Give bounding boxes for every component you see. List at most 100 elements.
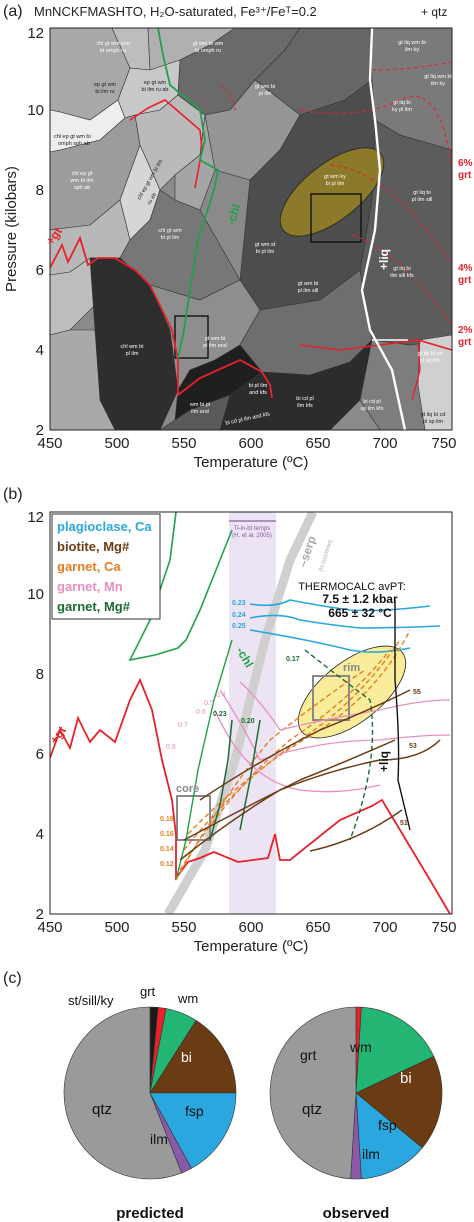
field-label: bi pl ilm bbox=[161, 235, 180, 241]
rim-label: rim bbox=[343, 662, 360, 674]
pie-predicted bbox=[63, 1006, 237, 1180]
liq-label-b: +liq bbox=[377, 751, 391, 772]
field-label: gt wm bi bbox=[205, 336, 225, 342]
bi-mg-contour bbox=[179, 739, 441, 861]
gt-mn-contour bbox=[219, 689, 451, 761]
x-tick-label: 750 bbox=[431, 919, 456, 936]
bimg-label: 55 bbox=[413, 689, 421, 696]
field-label: gt liq bi bbox=[393, 100, 410, 106]
gt-line-right-2 bbox=[411, 339, 421, 401]
grt-percent-label: grt bbox=[458, 170, 472, 181]
right-grt-labels: 6% grt 4% grt 2% grt bbox=[458, 158, 473, 348]
field-label: bi omph ru bbox=[100, 48, 126, 54]
field-label: gt wm bi bbox=[298, 281, 318, 287]
gt-mn-contour bbox=[239, 681, 451, 731]
y-tick-label: 2 bbox=[36, 906, 44, 923]
y-tick-label: 2 bbox=[36, 422, 44, 439]
rim-box-b bbox=[312, 675, 350, 721]
pie-slice-fsp bbox=[355, 1092, 423, 1180]
y-tick-label: 6 bbox=[36, 262, 44, 279]
gt-mg-contour bbox=[209, 719, 233, 841]
x-axis-label-a: Temperature (ºC) bbox=[194, 454, 309, 471]
field-label: bi pl ilm bbox=[326, 181, 345, 187]
field-label: pl ilm sill bbox=[298, 288, 319, 294]
bi-mg-contour bbox=[309, 809, 403, 852]
pie-label-bi: bi bbox=[181, 1049, 192, 1065]
plag-label: 0.23 bbox=[232, 600, 246, 607]
panel-b-letter: (b) bbox=[3, 486, 23, 503]
field-label: bi omph ru bbox=[195, 48, 221, 54]
gtmn-label: 0.8 bbox=[166, 744, 176, 751]
serp-line bbox=[164, 512, 318, 914]
field-label: bi pl ilm bbox=[249, 383, 268, 389]
ti-in-bt-annotation: Ti-in-bt temps (H. et al. 2005) bbox=[229, 520, 276, 539]
pie-slice-wm bbox=[355, 1006, 435, 1094]
y-tick-label: 4 bbox=[36, 342, 44, 359]
pie-observed bbox=[269, 1006, 443, 1180]
field-label: omph sph ab bbox=[58, 141, 90, 147]
chl-curve-lower bbox=[175, 639, 233, 881]
field-label: ep gt wm bbox=[144, 80, 167, 86]
legend: plagioclase, Ca biotite, Mg# garnet, Ca … bbox=[51, 513, 161, 620]
gt-mn-contour bbox=[214, 709, 381, 793]
field-label: bi ilm ru ab bbox=[142, 87, 169, 93]
y-axis-label-a: Pressure (kilobars) bbox=[3, 166, 20, 292]
x-tick-label: 650 bbox=[305, 435, 330, 452]
pie-label-fsp-obs: fsp bbox=[378, 1117, 397, 1133]
bimg-label: 53 bbox=[409, 743, 417, 750]
pie-label-wm: wm bbox=[177, 991, 198, 1006]
grt-contour bbox=[351, 234, 452, 326]
phase-field bbox=[159, 394, 231, 430]
legend-box bbox=[51, 513, 161, 620]
y-tick-label: 12 bbox=[27, 509, 44, 526]
core-label: core bbox=[176, 783, 199, 795]
legend-garnet-ca: garnet, Ca bbox=[57, 559, 121, 574]
field-label: chl wm bi bbox=[121, 344, 144, 350]
field-label: ilm sill kfs bbox=[390, 273, 414, 279]
plot-frame-b bbox=[49, 511, 453, 915]
field-label: chl gt wm bbox=[158, 228, 182, 234]
field-label: wm bi ilm bbox=[70, 178, 94, 184]
grt-contour bbox=[219, 84, 236, 111]
field-label: gt liq bi bbox=[393, 266, 410, 272]
gt-line bbox=[50, 235, 273, 399]
phase-diagram bbox=[50, 28, 452, 430]
gtca-label: 0.14 bbox=[160, 846, 174, 853]
field-label: gt wm st bbox=[255, 242, 276, 248]
y-tick-label: 6 bbox=[36, 746, 44, 763]
pie-slice-bi bbox=[149, 1019, 237, 1094]
x-tick-label: 600 bbox=[238, 919, 263, 936]
pie-label-ilm: ilm bbox=[150, 1131, 168, 1147]
field-label: ilm and bbox=[191, 409, 209, 415]
bi-mg-contour bbox=[199, 689, 411, 801]
liq-line bbox=[360, 28, 407, 430]
bi-mg-contour bbox=[183, 739, 396, 841]
gtmn-label: 0.7 bbox=[178, 722, 188, 729]
pie-slice-qtz bbox=[63, 1006, 183, 1180]
x-tick-label: 650 bbox=[305, 919, 330, 936]
pie-label-qtz-obs: qtz bbox=[302, 1101, 322, 1118]
x-tick-label: 550 bbox=[171, 919, 196, 936]
axis-ticks-b: 450 500 550 600 650 700 750 2 4 6 8 10 1… bbox=[27, 509, 456, 936]
x-tick-label: 700 bbox=[372, 435, 397, 452]
field-label: pl ilm sill bbox=[412, 197, 433, 203]
field-label: gt wm bi bbox=[255, 84, 275, 90]
pie-label-qtz: qtz bbox=[92, 1101, 112, 1118]
gt-line-right bbox=[299, 339, 452, 351]
plag-label: 0.24 bbox=[232, 612, 246, 619]
field-label: bi pl ilm bbox=[256, 249, 275, 255]
pie-slice-qtz bbox=[269, 1006, 357, 1180]
panel-a-letter: (a) bbox=[3, 3, 23, 20]
gtca-label: 0.16 bbox=[160, 831, 174, 838]
gtmn-label: 0.4 bbox=[216, 692, 226, 699]
grt-percent-label: 4% bbox=[458, 263, 473, 274]
field-label: gt liq wm bi bbox=[398, 40, 426, 46]
field-label: bi cd pl bbox=[363, 399, 380, 405]
legend-garnet-mn: garnet, Mn bbox=[57, 579, 123, 594]
field-label: pl ilm bbox=[259, 91, 272, 97]
avpt-pressure: 7.5 ± 1.2 kbar bbox=[322, 592, 398, 606]
x-tick-label: 700 bbox=[372, 919, 397, 936]
avpt-title: THERMOCALC avPT: bbox=[298, 581, 406, 593]
pie-label-fsp: fsp bbox=[185, 1103, 204, 1119]
